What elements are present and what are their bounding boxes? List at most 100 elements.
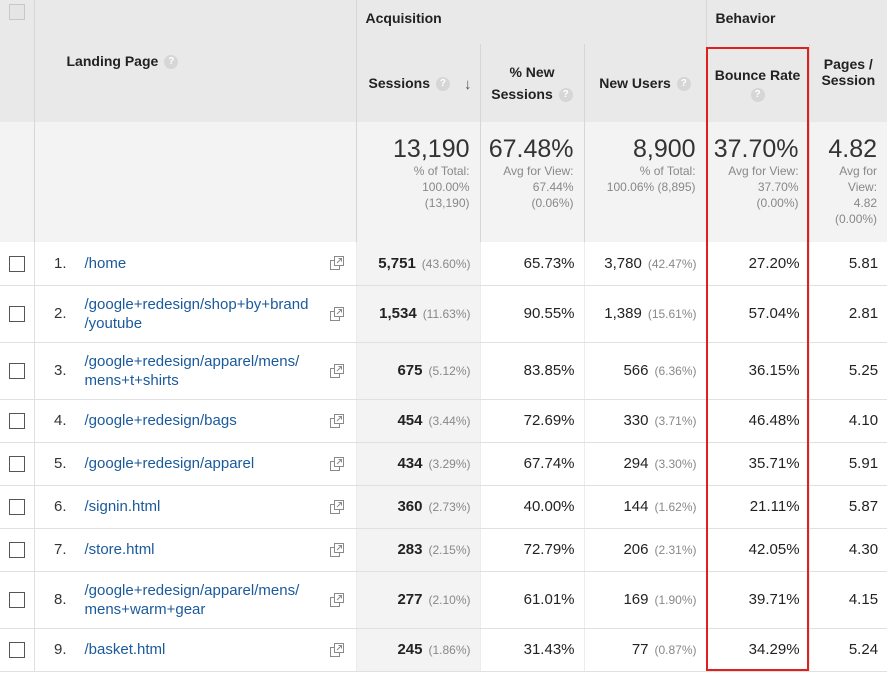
totals-bounce-rate-note-2: 37.70% — [757, 180, 799, 194]
open-in-new-window-icon[interactable] — [329, 456, 346, 471]
pct-new-sessions-cell: 61.01% — [479, 571, 584, 629]
landing-page-link[interactable]: /signin.html — [85, 497, 330, 516]
row-check-cell — [0, 628, 34, 672]
pages-session-column-header[interactable]: Pages / Session — [808, 44, 887, 122]
open-in-new-window-icon[interactable] — [329, 499, 346, 514]
landing-page-link[interactable]: /google+redesign/apparel/mens/mens+warm+… — [85, 581, 330, 619]
sessions-percent: (1.86%) — [428, 643, 471, 657]
row-checkbox[interactable] — [8, 255, 25, 272]
landing-page-link[interactable]: /google+redesign/apparel — [85, 454, 330, 473]
pct-new-sessions-column-header[interactable]: % New Sessions? — [479, 44, 584, 122]
landing-page-link[interactable]: /google+redesign/shop+by+brand/youtube — [85, 295, 330, 333]
sessions-column-header[interactable]: Sessions? ↓ — [355, 44, 480, 122]
pages-session-cell: 5.87 — [808, 485, 887, 529]
new-users-cell: 294 (3.30%) — [583, 442, 707, 486]
open-in-new-window-icon[interactable] — [329, 542, 346, 557]
select-all-checkbox[interactable] — [8, 4, 25, 20]
totals-sessions-note-3: (13,190) — [424, 196, 470, 210]
pages-session-cell: 4.10 — [808, 399, 887, 443]
row-checkbox[interactable] — [8, 499, 25, 516]
new-users-percent: (42.47%) — [647, 256, 697, 271]
new-users-value: 566 — [623, 362, 649, 379]
pages-session-cell: 2.81 — [808, 285, 887, 343]
pages-session-cell: 5.81 — [808, 242, 887, 286]
open-in-new-window-icon[interactable] — [329, 413, 346, 428]
totals-pages-session-note-1: Avg for — [839, 164, 878, 178]
sessions-value: 283 — [397, 541, 423, 558]
bounce-rate-column-header[interactable]: Bounce Rate ? — [705, 44, 810, 122]
landing-page-link[interactable]: /store.html — [85, 540, 330, 559]
sessions-cell: 434 (3.29%) — [355, 442, 480, 486]
pct-new-sessions-header-label-line2: Sessions — [491, 86, 553, 102]
row-check-cell — [0, 342, 34, 400]
landing-page-link-line1: /basket.html — [84, 641, 166, 658]
sort-descending-arrow-icon[interactable]: ↓ — [463, 75, 472, 93]
row-checkbox[interactable] — [8, 306, 25, 323]
new-users-percent: (15.61%) — [647, 307, 697, 321]
landing-page-link[interactable]: /google+redesign/apparel/mens/mens+t+shi… — [85, 352, 330, 390]
totals-bounce-rate-note-3: (0.00%) — [756, 196, 799, 210]
landing-page-link[interactable]: /basket.html — [85, 640, 330, 659]
sessions-value: 434 — [397, 455, 423, 472]
landing-page-link-line1: /store.html — [84, 541, 155, 558]
pages-session-cell: 5.24 — [808, 628, 887, 672]
sessions-value: 454 — [397, 412, 423, 429]
pct-new-sessions-cell: 83.85% — [479, 342, 584, 400]
bounce-rate-cell: 35.71% — [705, 442, 810, 486]
help-icon[interactable]: ? — [164, 55, 179, 70]
landing-page-link-line2: mens+t+shirts — [84, 371, 179, 389]
landing-page-link[interactable]: /home — [85, 254, 330, 273]
totals-row: 13,190 % of Total: 100.00% (13,190) 67.4… — [0, 122, 887, 242]
help-icon[interactable]: ? — [676, 77, 691, 92]
row-checkbox[interactable] — [8, 413, 25, 430]
landing-page-link[interactable]: /google+redesign/bags — [85, 411, 330, 430]
new-users-column-header[interactable]: New Users? — [583, 44, 707, 122]
table-row: 9. /basket.html 245 (1.86%) 31.43% 77 (0.8… — [0, 628, 887, 672]
new-users-cell: 169 (1.90%) — [583, 571, 707, 629]
new-users-percent: (6.36%) — [654, 364, 697, 378]
help-icon[interactable]: ? — [750, 88, 765, 103]
help-icon[interactable]: ? — [558, 88, 573, 103]
header-metric-row: Sessions? ↓ % New Sessions? New Users? Bo… — [0, 44, 887, 122]
acquisition-group-header: Acquisition — [355, 0, 707, 44]
sessions-value: 360 — [397, 498, 423, 515]
new-users-percent: (2.31%) — [654, 543, 697, 557]
row-number: 6. — [53, 498, 67, 515]
open-in-new-window-icon[interactable] — [329, 592, 346, 607]
help-icon[interactable]: ? — [435, 77, 450, 92]
open-in-new-window-icon[interactable] — [329, 363, 346, 378]
row-number: 5. — [53, 455, 67, 472]
landing-page-cell: 4. /google+redesign/bags — [33, 399, 356, 443]
landing-page-column-header[interactable]: Landing Page? — [33, 0, 356, 122]
new-users-cell: 3,780 (42.47%) — [583, 242, 707, 286]
open-in-new-window-icon[interactable] — [329, 306, 346, 321]
sessions-percent: (5.12%) — [428, 364, 471, 378]
row-checkbox[interactable] — [8, 642, 25, 659]
open-in-new-window-icon[interactable] — [329, 256, 346, 271]
table-row: 1. /home 5,751 (43.60%) 65.73% 3,780 (42.4… — [0, 242, 887, 286]
totals-label-cell — [33, 122, 356, 242]
row-checkbox[interactable] — [8, 456, 25, 473]
bounce-rate-cell: 27.20% — [705, 242, 810, 286]
totals-bounce-rate: 37.70% Avg for View: 37.70% (0.00%) — [705, 122, 810, 242]
landing-page-header-label: Landing Page — [66, 52, 159, 69]
new-users-value: 206 — [623, 541, 649, 558]
landing-page-link-line1: /google+redesign/apparel — [84, 455, 255, 472]
row-number: 1. — [53, 254, 67, 272]
pct-new-sessions-cell: 72.79% — [479, 528, 584, 572]
bounce-rate-cell: 39.71% — [705, 571, 810, 629]
table-row: 3. /google+redesign/apparel/mens/mens+t+… — [0, 342, 887, 400]
pages-session-cell: 4.30 — [808, 528, 887, 572]
row-checkbox[interactable] — [8, 363, 25, 380]
open-in-new-window-icon[interactable] — [329, 642, 346, 657]
new-users-header-label: New Users — [599, 75, 671, 91]
sessions-cell: 454 (3.44%) — [355, 399, 480, 443]
totals-new-users-note-2: 100.06% (8,895) — [606, 180, 696, 194]
row-checkbox[interactable] — [8, 592, 25, 609]
totals-pages-session-note-3: 4.82 — [853, 196, 878, 210]
sessions-value: 245 — [397, 641, 423, 658]
row-checkbox[interactable] — [8, 542, 25, 559]
totals-new-users-note-1: % of Total: — [639, 164, 696, 178]
row-check-cell — [0, 399, 34, 443]
totals-bounce-rate-value: 37.70% — [713, 135, 799, 163]
